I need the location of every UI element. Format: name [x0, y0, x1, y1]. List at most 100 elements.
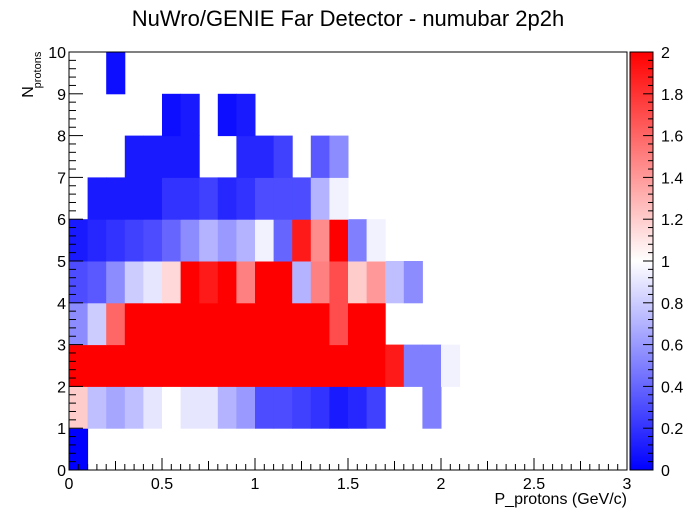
- heatmap-cell: [422, 344, 442, 387]
- heatmap-cell: [180, 261, 200, 304]
- z-tick-label: 1.4: [661, 170, 683, 187]
- heatmap-cell: [69, 428, 89, 471]
- heatmap-cell: [106, 177, 126, 220]
- z-tick-label: 2: [661, 45, 670, 62]
- heatmap-cell: [348, 386, 368, 429]
- heatmap-cell: [180, 219, 200, 262]
- heatmap-cell: [310, 219, 330, 262]
- y-tick-label: 9: [57, 87, 66, 104]
- heatmap-cell: [199, 302, 219, 346]
- heatmap-cell: [273, 177, 293, 220]
- color-scale-axis: 0 0.2 0.4 0.6 0.8 1 1.2 1.4 1.6 1.8 2: [643, 45, 683, 480]
- heatmap-cell: [217, 177, 237, 220]
- heatmap-cell: [162, 302, 182, 346]
- x-tick-label: 2: [437, 476, 446, 493]
- heatmap-cell: [69, 344, 89, 387]
- heatmap-cell: [162, 344, 182, 387]
- heatmap-cell: [106, 302, 126, 346]
- heatmap-cell: [292, 386, 312, 429]
- heatmap-cell: [329, 219, 349, 262]
- heatmap-cell: [87, 302, 107, 346]
- y-tick-label: 2: [57, 379, 66, 396]
- heatmap-cell: [441, 344, 461, 387]
- heatmap-cell: [143, 261, 163, 304]
- heatmap-cell: [217, 261, 237, 304]
- y-axis: 0 1 2 3 4 5 6 7 8 9 10: [48, 45, 83, 480]
- heatmap-cell: [273, 344, 293, 387]
- z-tick-label: 1: [661, 254, 670, 271]
- heatmap-cell: [106, 52, 126, 95]
- heatmap-cell: [106, 219, 126, 262]
- heatmap-cell: [162, 177, 182, 220]
- heatmap-cell: [87, 177, 107, 220]
- heatmap-cell: [162, 93, 182, 137]
- heatmap-cell: [124, 386, 144, 429]
- z-tick-label: 0.4: [661, 379, 683, 396]
- z-tick-label: 0.2: [661, 421, 683, 438]
- heatmap-cell: [366, 261, 386, 304]
- y-tick-label: 10: [48, 45, 66, 62]
- heatmap-cell: [255, 219, 275, 262]
- heatmap-cell: [217, 386, 237, 429]
- heatmap-cell: [124, 177, 144, 220]
- x-tick-label: 3: [623, 476, 632, 493]
- heatmap-cell: [273, 386, 293, 429]
- heatmap-cell: [199, 386, 219, 429]
- y-tick-label: 4: [57, 296, 66, 313]
- z-tick-label: 1.2: [661, 212, 683, 229]
- heatmap-cell: [143, 344, 163, 387]
- x-tick-label: 0.5: [151, 476, 173, 493]
- heatmap-cell: [310, 302, 330, 346]
- heatmap-cells: [69, 52, 461, 471]
- heatmap-cell: [143, 386, 163, 429]
- heatmap-cell: [162, 135, 182, 178]
- y-tick-label: 5: [57, 254, 66, 271]
- heatmap-cell: [69, 386, 89, 429]
- x-tick-label: 1: [251, 476, 260, 493]
- heatmap-cell: [180, 135, 200, 178]
- heatmap-cell: [348, 219, 368, 262]
- heatmap-cell: [143, 219, 163, 262]
- heatmap-cell: [162, 386, 182, 429]
- heatmap-cell: [217, 302, 237, 346]
- heatmap-cell: [69, 261, 89, 304]
- heatmap-cell: [422, 386, 442, 429]
- heatmap-cell: [310, 386, 330, 429]
- heatmap-cell: [69, 219, 89, 262]
- heatmap-cell: [329, 344, 349, 387]
- heatmap-cell: [329, 386, 349, 429]
- heatmap-cell: [236, 177, 256, 220]
- heatmap-cell: [106, 386, 126, 429]
- heatmap-cell: [310, 344, 330, 387]
- heatmap-cell: [180, 93, 200, 137]
- heatmap-cell: [199, 261, 219, 304]
- heatmap-cell: [124, 344, 144, 387]
- y-tick-label: 0: [57, 463, 66, 480]
- heatmap-cell: [162, 261, 182, 304]
- heatmap-cell: [124, 261, 144, 304]
- heatmap-cell: [236, 302, 256, 346]
- heatmap-cell: [236, 344, 256, 387]
- heatmap-cell: [162, 219, 182, 262]
- heatmap-cell: [236, 93, 256, 137]
- heatmap-cell: [273, 261, 293, 304]
- x-tick-label: 2.5: [523, 476, 545, 493]
- heatmap-cell: [199, 344, 219, 387]
- heatmap-cell: [273, 302, 293, 346]
- heatmap-cell: [87, 344, 107, 387]
- heatmap-cell: [329, 135, 349, 178]
- heatmap-cell: [87, 219, 107, 262]
- heatmap-cell: [366, 219, 386, 262]
- heatmap-cell: [292, 219, 312, 262]
- heatmap-cell: [310, 261, 330, 304]
- heatmap-cell: [217, 93, 237, 137]
- heatmap-cell: [273, 219, 293, 262]
- heatmap-cell: [366, 386, 386, 429]
- heatmap-cell: [329, 261, 349, 304]
- heatmap-cell: [87, 386, 107, 429]
- heatmap-cell: [366, 344, 386, 387]
- heatmap-cell: [180, 302, 200, 346]
- y-axis-title: N protons: [20, 51, 44, 98]
- heatmap-cell: [292, 344, 312, 387]
